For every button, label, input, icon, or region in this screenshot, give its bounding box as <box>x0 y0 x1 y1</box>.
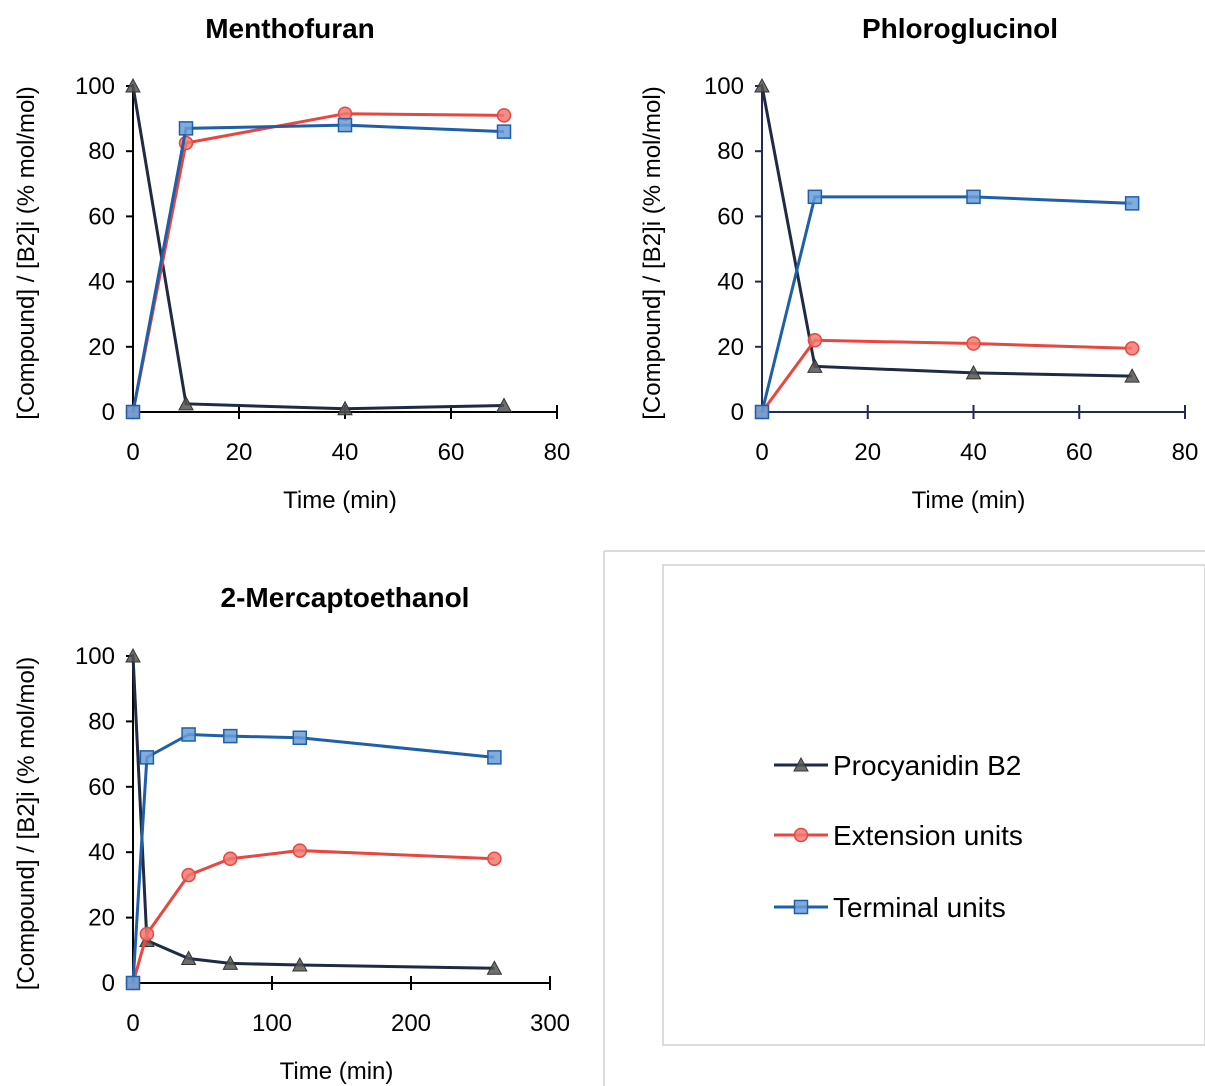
x-tick-label: 40 <box>332 439 359 466</box>
y-tick-label: 40 <box>88 269 115 296</box>
y-axis-label: [Compound] / [B2]i (% mol/mol) <box>13 86 40 419</box>
data-point-procyanidin <box>222 955 239 970</box>
y-tick-label: 40 <box>88 839 115 866</box>
data-point-extension <box>807 333 823 348</box>
chart-panel-1: Menthofuran 0 20 40 60 80 100 0 20 40 60 80 Time (mi… <box>13 13 570 514</box>
y-tick-label: 40 <box>717 269 744 296</box>
data-point-terminal <box>966 189 981 205</box>
data-point-procyanidin <box>125 647 141 663</box>
x-tick-label: 60 <box>1066 439 1093 466</box>
x-axis-label: Time (min) <box>912 487 1026 514</box>
y-axis-label: [Compound] / [B2]i (% mol/mol) <box>13 657 40 990</box>
y-tick-label: 20 <box>717 334 744 361</box>
data-point-terminal <box>487 750 502 765</box>
series-line-extension <box>131 112 505 413</box>
data-point-terminal <box>292 730 308 745</box>
data-point-procyanidin <box>965 364 982 380</box>
x-tick-label: 80 <box>544 439 571 466</box>
series-line-extension <box>131 849 495 984</box>
data-point-procyanidin <box>1124 368 1140 383</box>
y-tick-label: 80 <box>88 138 115 165</box>
x-tick-label: 300 <box>530 1010 570 1037</box>
data-point-terminal <box>125 975 141 991</box>
y-tick-label: 60 <box>717 203 744 230</box>
x-tick-label: 40 <box>960 439 987 466</box>
data-point-extension <box>966 336 981 351</box>
data-point-extension <box>1124 341 1140 356</box>
series-line-procyanidin <box>131 655 495 970</box>
chart-panel-2: Phloroglucinol 0 20 40 60 80 100 0 20 40 60 80 Time … <box>639 13 1198 514</box>
data-point-terminal <box>125 404 141 420</box>
x-tick-label: 20 <box>854 439 881 466</box>
y-axis-label: [Compound] / [B2]i (% mol/mol) <box>639 86 666 419</box>
x-tick-label: 0 <box>755 439 768 466</box>
legend-marker-terminal <box>793 899 809 915</box>
legend-marker-procyanidin <box>793 756 809 772</box>
series-line-terminal <box>131 732 495 984</box>
data-point-procyanidin <box>180 950 197 965</box>
data-point-extension <box>139 926 155 942</box>
legend: Procyanidin B2 Extension units Terminal un… <box>603 550 1205 1086</box>
data-point-terminal <box>337 117 353 133</box>
data-point-extension <box>496 108 512 123</box>
data-point-extension <box>292 843 308 858</box>
data-point-terminal <box>1124 196 1140 211</box>
data-point-terminal <box>807 189 823 205</box>
chart-title: 2-Mercaptoethanol <box>221 582 470 613</box>
legend-label-procyanidin: Procyanidin B2 <box>833 750 1021 781</box>
chart-title: Phloroglucinol <box>862 13 1058 44</box>
x-tick-label: 80 <box>1172 439 1199 466</box>
y-tick-label: 20 <box>88 334 115 361</box>
data-point-procyanidin <box>754 77 770 93</box>
y-tick-label: 100 <box>75 73 115 100</box>
data-point-procyanidin <box>178 395 194 411</box>
x-tick-label: 200 <box>391 1010 431 1037</box>
y-tick-label: 60 <box>88 774 115 801</box>
data-point-terminal <box>139 750 155 765</box>
data-point-procyanidin <box>496 397 512 412</box>
data-point-terminal <box>754 404 770 420</box>
series-line-extension <box>760 338 1133 413</box>
legend-label-terminal: Terminal units <box>833 892 1006 923</box>
legend-marker-extension <box>793 827 809 843</box>
x-tick-label: 20 <box>226 439 253 466</box>
data-point-procyanidin <box>291 956 308 972</box>
data-point-terminal <box>223 728 238 744</box>
data-point-procyanidin <box>486 960 503 975</box>
chart-title: Menthofuran <box>205 13 375 44</box>
y-tick-label: 80 <box>717 138 744 165</box>
x-tick-label: 0 <box>126 439 139 466</box>
legend-label-extension: Extension units <box>833 820 1023 851</box>
y-tick-label: 100 <box>75 643 115 670</box>
data-point-procyanidin <box>807 358 823 373</box>
data-point-procyanidin <box>125 77 141 93</box>
legend-box <box>662 564 1205 1046</box>
data-point-terminal <box>496 124 512 139</box>
data-point-terminal <box>181 727 196 742</box>
data-point-procyanidin <box>337 400 353 416</box>
x-axis-label: Time (min) <box>280 1058 394 1085</box>
data-point-extension <box>181 867 196 883</box>
x-tick-label: 100 <box>252 1010 292 1037</box>
data-point-extension <box>223 851 238 866</box>
data-point-terminal <box>178 121 194 136</box>
series-line-procyanidin <box>131 85 505 411</box>
y-tick-label: 80 <box>88 708 115 735</box>
y-tick-label: 20 <box>88 905 115 932</box>
x-tick-label: 0 <box>126 1010 139 1037</box>
chart-panel-3: 2-Mercaptoethanol 0 20 40 60 80 100 0 100 200 300 T… <box>13 582 570 1085</box>
series-line-terminal <box>131 123 505 413</box>
series-line-procyanidin <box>760 85 1133 378</box>
series-line-terminal <box>760 195 1133 413</box>
y-tick-label: 0 <box>102 970 115 997</box>
x-tick-label: 60 <box>438 439 465 466</box>
x-axis-label: Time (min) <box>283 487 397 514</box>
data-point-extension <box>487 851 502 866</box>
y-tick-label: 60 <box>88 203 115 230</box>
y-tick-label: 0 <box>731 399 744 426</box>
y-tick-label: 0 <box>102 399 115 426</box>
y-tick-label: 100 <box>704 73 744 100</box>
